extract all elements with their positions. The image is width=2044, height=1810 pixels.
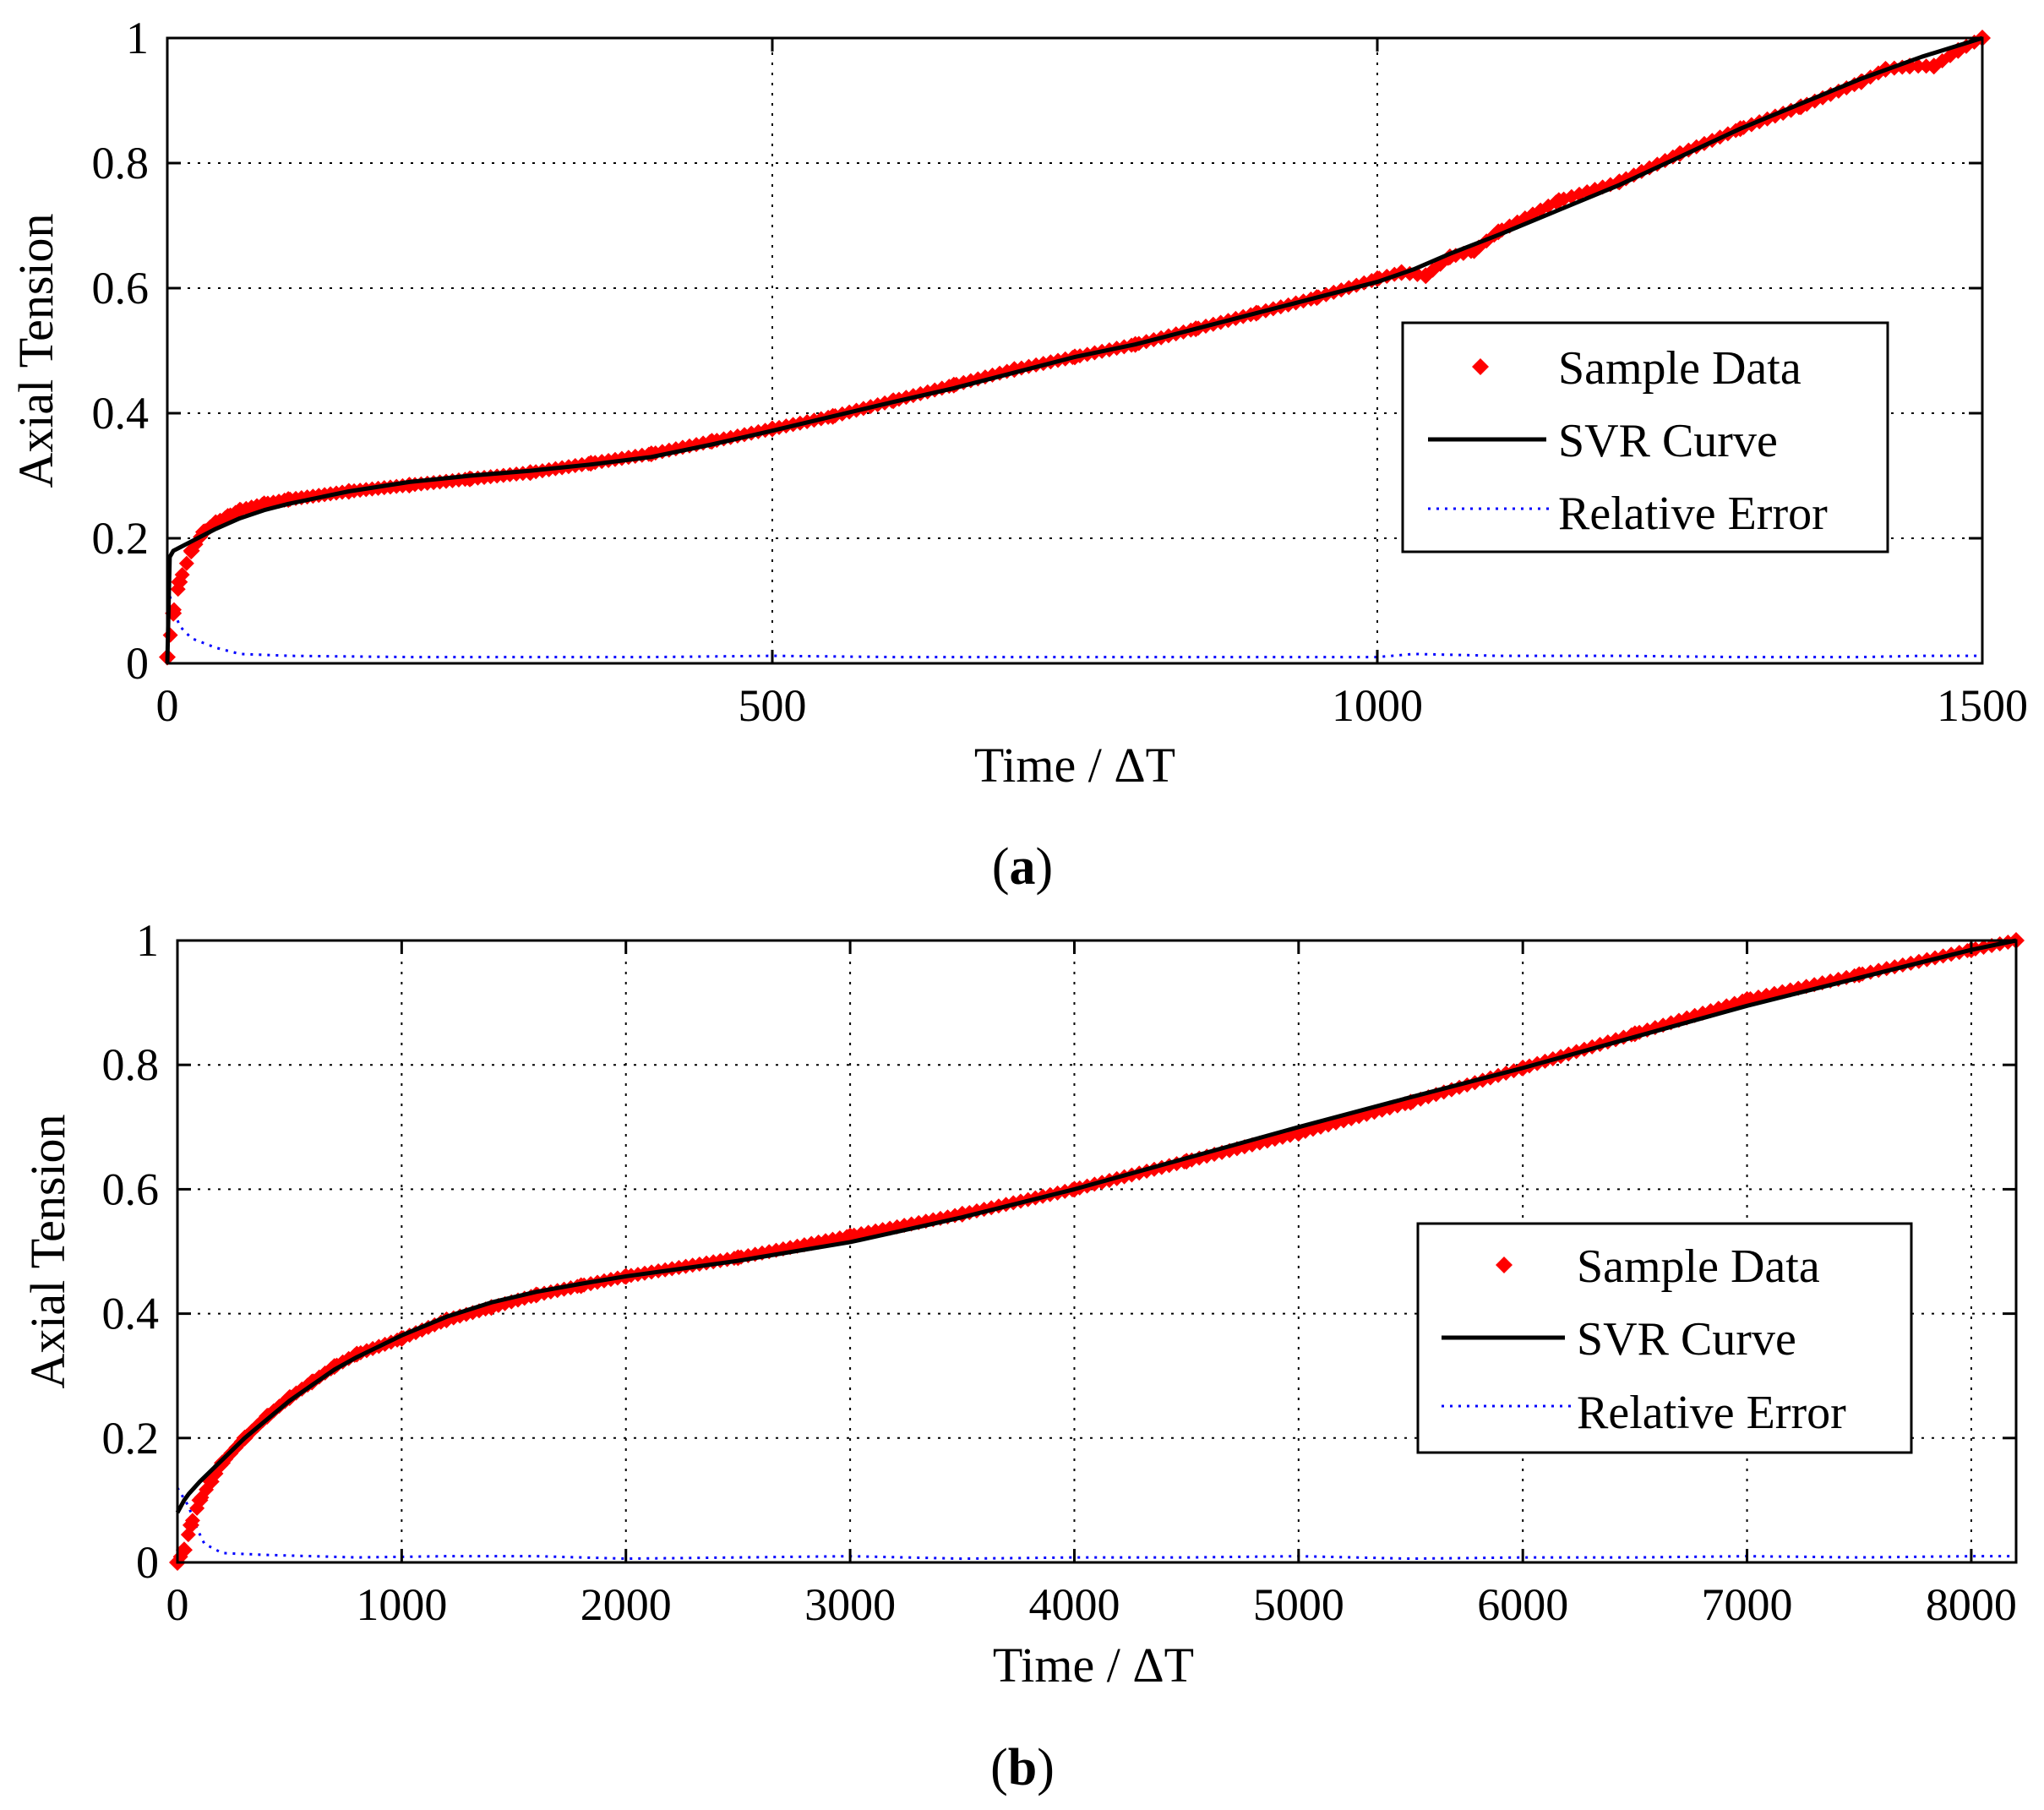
legend-label-svr-curve-a: SVR Curve [1558,415,1778,467]
x-tick-label: 1000 [356,1579,447,1630]
legend-label-svr-curve-b: SVR Curve [1577,1313,1796,1366]
x-tick-label: 500 [739,680,807,731]
plot-frame-b [176,939,2018,1564]
sample-data-point [171,573,188,591]
x-tick-label: 0 [166,1579,189,1630]
x-tick-label: 7000 [1702,1579,1793,1630]
sample-data-point [1550,192,1567,210]
y-tick-label: 0.8 [92,138,150,188]
x-tick-label: 1500 [1937,680,2028,731]
y-tick-label: 0.6 [102,1164,160,1214]
series-group-a [159,30,1991,666]
x-tick-label: 3000 [804,1579,896,1630]
tick-marks-b [176,939,2016,1564]
caption-open-paren-a: ( [992,838,1010,896]
x-tick-label: 1000 [1332,680,1423,731]
y-tick-label: 0.8 [102,1039,160,1090]
y-tick-labels-b: 0 0.2 0.4 0.6 0.8 1 [102,915,160,1588]
chart-panel-b: 0 0.2 0.4 0.6 0.8 1 0 1000 2000 3000 4000 5000 6000… [20,915,2025,1796]
y-tick-label: 0.4 [92,388,150,439]
x-tick-label: 5000 [1253,1579,1344,1630]
sample-data-point [178,555,194,571]
y-axis-label-a: Axial Tension [8,213,63,488]
y-axis-label-b: Axial Tension [20,1114,75,1388]
x-axis-label-b: Time / ΔT [993,1638,1194,1693]
y-tick-label: 1 [136,915,159,966]
legend-a: Sample Data SVR Curve Relative Error [1401,321,1889,553]
caption-letter-a: a [1010,838,1036,896]
sample-data-point [231,501,248,519]
y-tick-label: 0 [136,1537,159,1588]
x-tick-label: 0 [156,680,179,731]
relative-error-line-a [166,587,1982,659]
sample-data-point [1925,57,1943,75]
x-axis-label-a: Time / ΔT [974,738,1175,793]
x-tick-label: 4000 [1028,1579,1120,1630]
panel-caption-a: (a) [992,838,1053,896]
legend-label-sample-data-b: Sample Data [1577,1240,1820,1293]
relative-error-line-b [176,1486,2016,1561]
sample-data-point [182,1516,199,1534]
sample-data-point [175,1541,193,1559]
sample-data-point [1910,58,1927,74]
sample-data-point [191,1491,209,1509]
legend-b: Sample Data SVR Curve Relative Error [1416,1222,1913,1454]
y-tick-label: 0.4 [102,1289,160,1339]
sample-data-point [162,627,178,643]
svr-curve-line-b [175,938,2017,1514]
panel-caption-b: (b) [990,1739,1055,1796]
y-tick-label: 1 [126,13,149,63]
x-tick-labels-b: 0 1000 2000 3000 4000 5000 6000 7000 8000 [166,1579,2017,1630]
sample-data-point [1417,267,1435,285]
sample-data-point [1783,102,1799,118]
x-tick-labels-a: 0 500 1000 1500 [156,680,2029,731]
caption-close-paren-a: ) [1036,838,1054,896]
y-tick-label: 0 [126,638,149,689]
x-tick-label: 8000 [1926,1579,2017,1630]
y-tick-labels-a: 0 0.2 0.4 0.6 0.8 1 [92,13,150,689]
legend-label-relative-error-a: Relative Error [1558,488,1828,540]
legend-marker-sample-data-a [1472,358,1489,375]
caption-open-paren-b: ( [990,1739,1008,1796]
x-tick-label: 2000 [580,1579,672,1630]
series-group-b [169,932,2025,1571]
legend-label-sample-data-a: Sample Data [1558,342,1801,395]
legend-marker-sample-data-b [1496,1257,1513,1273]
y-tick-label: 0.2 [92,513,150,564]
caption-letter-b: b [1008,1739,1037,1796]
y-tick-label: 0.6 [92,263,150,313]
chart-panel-a: 0 0.2 0.4 0.6 0.8 1 0 500 1000 1500 Axial Tensio… [8,13,2028,896]
x-tick-label: 6000 [1477,1579,1568,1630]
legend-label-relative-error-b: Relative Error [1577,1387,1846,1439]
sample-data-point [183,542,200,559]
plot-frame-a [166,36,1984,665]
caption-close-paren-b: ) [1037,1739,1055,1796]
tick-marks-a [166,36,1984,665]
svr-curve-line-a [165,35,1983,664]
y-tick-label: 0.2 [102,1413,160,1464]
sample-data-point [214,1454,232,1472]
